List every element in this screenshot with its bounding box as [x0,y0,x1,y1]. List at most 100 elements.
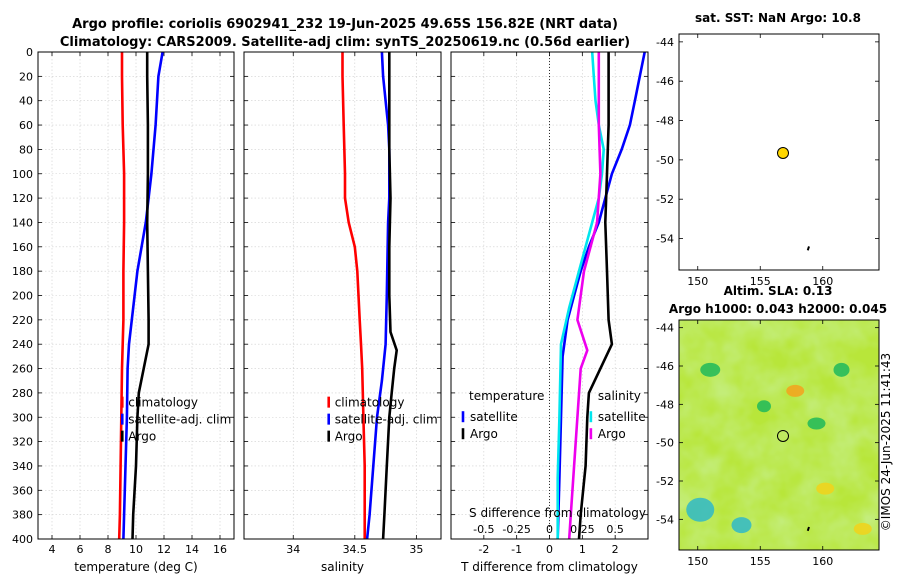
sla-feature [853,522,872,535]
y-tick-label: 60 [19,119,33,132]
y-tick-label: 40 [19,95,33,108]
x-tick-label: -2 [478,543,489,556]
legend-entry-1: satellite-adj. clim [335,413,438,427]
top-x-tick-label: -0.5 [473,523,494,536]
sla-feature [700,362,721,377]
argo-location-marker [777,146,789,159]
y-tick-label: -48 [656,115,674,128]
y-tick-label: 340 [12,460,33,473]
legend-entry-0: climatology [335,396,405,410]
y-tick-label: 380 [12,509,33,522]
x-tick-label: 35 [409,543,423,556]
float-track [806,526,810,532]
float-track [806,246,810,251]
series-line-satellite-adj-clim [365,52,391,539]
map-frame [678,33,880,271]
y-tick-label: 160 [12,241,33,254]
y-tick-label: 220 [12,314,33,327]
sla-feature [816,482,835,495]
series-line-argo [381,52,398,539]
y-tick-label: 320 [12,436,33,449]
sla-map-title-line1: Altim. SLA: 0.13 [724,284,833,298]
y-tick-label: -50 [656,154,674,167]
y-tick-label: 0 [26,46,33,59]
plot-frame [37,51,235,540]
x-tick-label: 34.5 [343,543,368,556]
y-tick-label: 280 [12,387,33,400]
salinity-profile-panel: 34 34.5 35 salinity climatology satellite-adj… [243,51,442,574]
sla-feature [807,417,826,430]
y-tick-label: -52 [656,475,674,488]
y-tick-label: 140 [12,216,33,229]
x-tick-label: 0 [546,543,553,556]
series-line-salinity-argo [567,52,602,539]
x-tick-label: 150 [687,275,708,288]
sla-feature [786,384,805,397]
x-tick-label: 14 [185,543,199,556]
y-tick-label: 360 [12,484,33,497]
top-x-tick-label: 0.5 [606,523,624,536]
top-x-tick-label: -0.25 [502,523,530,536]
y-tick-label: -46 [656,360,674,373]
x-tick-label: 1 [579,543,586,556]
legend-salinity-entry-1: Argo [598,427,626,441]
y-tick-label: 120 [12,192,33,205]
legend-temperature-title: temperature [469,389,544,403]
y-tick-label: 240 [12,338,33,351]
y-tick-label: 200 [12,290,33,303]
x-axis-label: T difference from climatology [460,560,638,574]
legend-salinity-entry-0: satellite [598,410,646,424]
y-tick-label: 20 [19,70,33,83]
map-frame [678,319,880,551]
sla-map-title-line2: Argo h1000: 0.043 h2000: 0.045 [669,302,887,316]
top-x-tick-label: 0.25 [570,523,595,536]
y-tick-label: 260 [12,363,33,376]
y-tick-label: 100 [12,168,33,181]
argo-location-marker [777,429,789,442]
y-tick-label: -46 [656,75,674,88]
legend-entry-0: climatology [128,396,198,410]
x-tick-label: 4 [49,543,56,556]
y-tick-label: 300 [12,411,33,424]
x-tick-label: 10 [129,543,143,556]
x-axis-label: salinity [321,560,364,574]
x-tick-label: 2 [612,543,619,556]
x-tick-label: 12 [157,543,171,556]
figure-title-line1: Argo profile: coriolis 6902941_232 19-Ju… [72,17,618,32]
legend-entry-2: Argo [335,430,363,444]
sla-map-panel: 150 155 160 -44 -46 -48 -50 -52 -54 [656,319,880,568]
top-axis-label: S difference from climatology [469,506,646,520]
x-tick-label: 34 [286,543,300,556]
x-axis-label: temperature (deg C) [74,560,197,574]
x-tick-label: 160 [812,555,833,568]
series-line-satellite-adj-clim [122,52,164,539]
sla-feature [686,497,715,522]
series-line-temperature-argo [577,52,614,539]
y-tick-label: -44 [656,322,674,335]
series-line-climatology [117,52,126,539]
series-group [341,52,398,539]
figure-title-line2: Climatology: CARS2009. Satellite-adj cli… [60,35,630,50]
plot-frame [450,51,649,540]
series-line-salinity-satellite [556,52,605,539]
imos-watermark: ©IMOS 24-Jun-2025 11:41:43 [879,353,893,531]
series-group [556,52,646,539]
x-tick-label: 8 [105,543,112,556]
y-tick-label: 400 [12,533,33,546]
series-group [117,52,164,539]
sla-feature [757,400,771,413]
sla-feature [833,362,850,377]
sst-map-title: sat. SST: NaN Argo: 10.8 [695,11,861,25]
legend-entry-2: Argo [128,430,156,444]
x-tick-label: -1 [511,543,522,556]
temperature-profile-panel: 4 6 8 10 12 14 16 temperature (deg C) 0 20 40 60 80 1… [12,46,235,574]
y-tick-label: 80 [19,143,33,156]
series-line-climatology [341,52,366,539]
x-tick-label: 150 [687,555,708,568]
x-tick-label: 6 [77,543,84,556]
legend-entry-1: satellite-adj. clim [128,413,231,427]
y-tick-label: -52 [656,193,674,206]
y-tick-label: -54 [656,513,674,526]
y-tick-label: -48 [656,398,674,411]
